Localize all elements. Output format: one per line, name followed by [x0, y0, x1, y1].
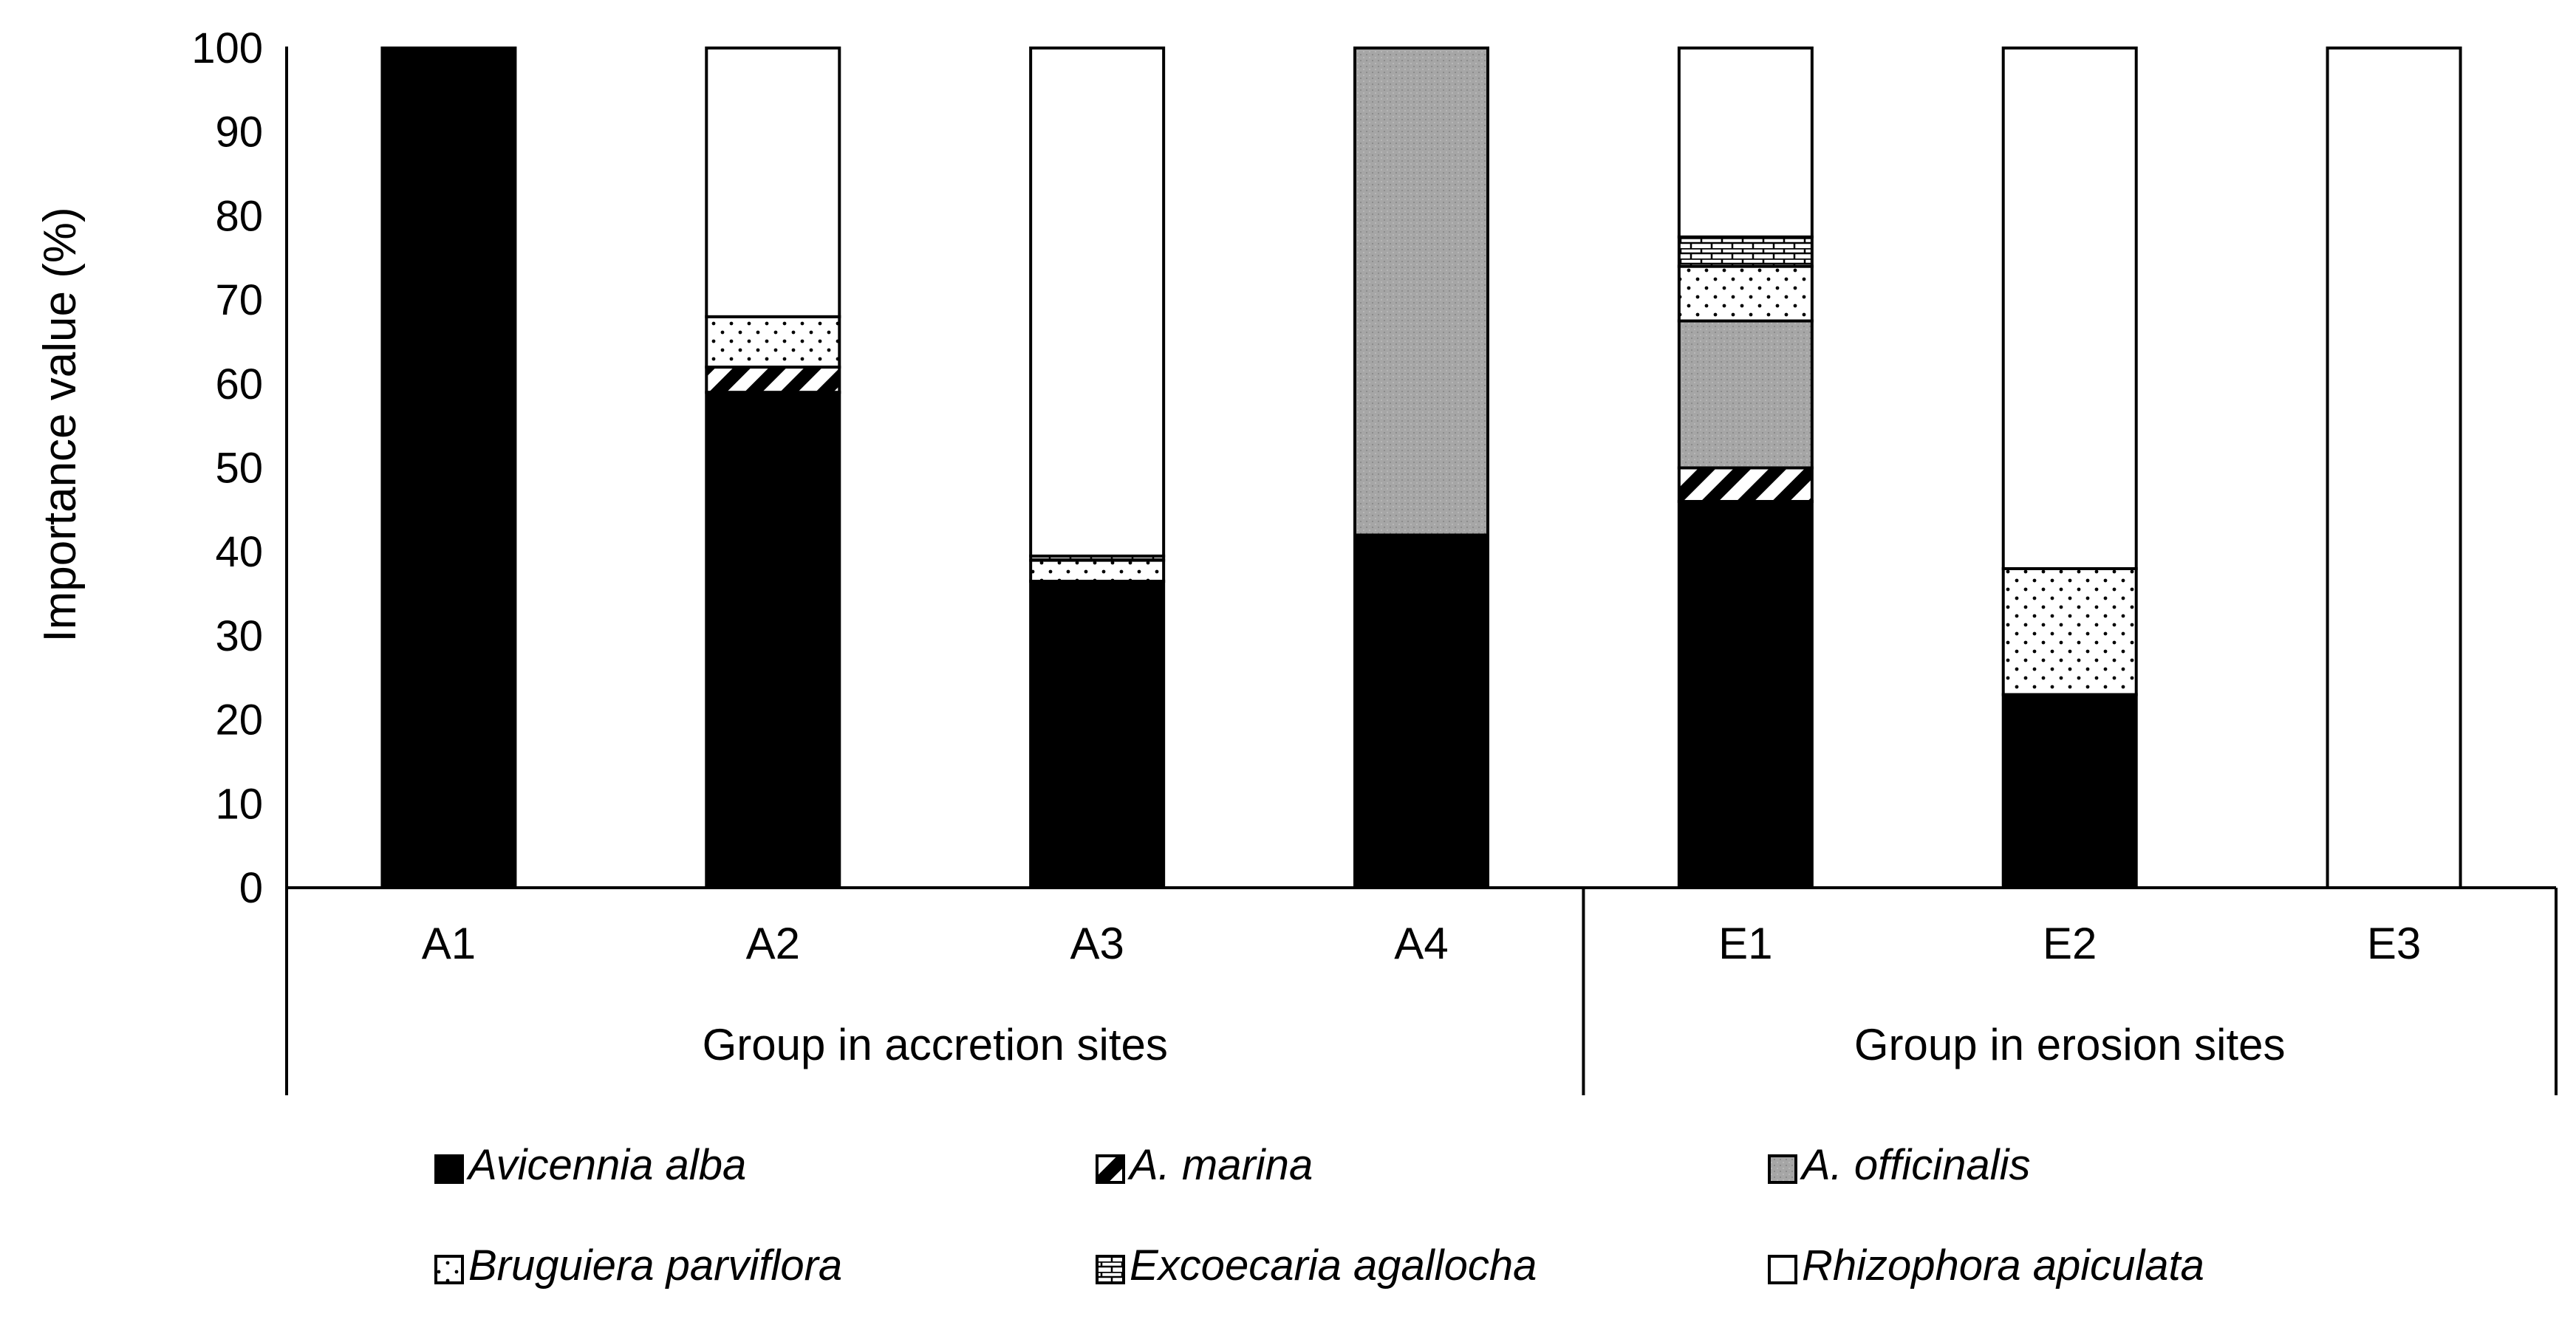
bar-e2-bruguiera-parviflora — [2001, 566, 2138, 696]
legend-swatch-a-marina — [1096, 1154, 1125, 1184]
bar-a2-bruguiera-parviflora — [705, 315, 841, 369]
legend-label-rhizophora-apiculata: Rhizophora apiculata — [1802, 1241, 2204, 1290]
bar-a2-a-marina — [705, 366, 841, 394]
legend-label-a-marina: A. marina — [1127, 1141, 1313, 1189]
y-tick-label: 90 — [215, 109, 263, 157]
y-tick-label: 0 — [239, 864, 263, 912]
bar-a2-avicennia-alba — [705, 391, 841, 889]
y-tick-label: 10 — [215, 780, 263, 828]
y-axis-ticks: 0 10 20 30 40 50 60 70 80 90 100 — [191, 24, 263, 912]
legend-label-bruguiera-parviflora: Bruguiera parviflora — [468, 1241, 842, 1290]
y-tick-label: 30 — [215, 612, 263, 660]
bar-e1-rhizophora-apiculata — [1677, 47, 1814, 239]
x-tick-label: E3 — [2367, 919, 2421, 968]
x-tick-label: A2 — [746, 919, 800, 968]
y-tick-label: 40 — [215, 528, 263, 576]
y-tick-label: 70 — [215, 276, 263, 324]
bar-a3-avicennia-alba — [1029, 579, 1166, 889]
x-tick-label: A1 — [422, 919, 476, 968]
y-tick-label: 100 — [191, 24, 263, 72]
legend-label-excoecaria-agallocha: Excoecaria agallocha — [1130, 1241, 1537, 1290]
bar-e1-bruguiera-parviflora — [1677, 264, 1814, 323]
bar-a4-a-officinalis — [1353, 47, 1489, 537]
bar-e2-avicennia-alba — [2001, 693, 2138, 889]
group-label: Group in erosion sites — [1854, 1020, 2286, 1069]
y-tick-label: 60 — [215, 360, 263, 408]
y-tick-label: 50 — [215, 445, 263, 493]
legend-swatch-rhizophora-apiculata — [1768, 1255, 1797, 1284]
axes — [285, 47, 2558, 1095]
bar-a3-bruguiera-parviflora — [1029, 558, 1166, 583]
bar-e2-rhizophora-apiculata — [2001, 47, 2138, 570]
y-tick-label: 20 — [215, 696, 263, 744]
legend-swatch-avicennia-alba — [434, 1154, 464, 1184]
bars — [380, 47, 2462, 890]
y-tick-label: 80 — [215, 192, 263, 240]
bar-e1-excoecaria-agallocha — [1677, 235, 1814, 268]
bar-a2-rhizophora-apiculata — [705, 47, 841, 318]
legend-label-a-officinalis: A. officinalis — [1800, 1141, 2030, 1189]
bar-e1-a-marina — [1677, 466, 1814, 503]
legend-swatch-bruguiera-parviflora — [434, 1255, 464, 1284]
x-tick-label: E2 — [2043, 919, 2097, 968]
group-label: Group in accretion sites — [703, 1020, 1168, 1069]
legend-label-avicennia-alba: Avicennia alba — [466, 1141, 746, 1189]
bar-e1-a-officinalis — [1677, 319, 1814, 470]
x-tick-label: A4 — [1394, 919, 1448, 968]
bar-a1-avicennia-alba — [380, 47, 517, 889]
legend-swatch-a-officinalis — [1768, 1154, 1797, 1184]
bar-a4-avicennia-alba — [1353, 533, 1489, 890]
bar-a3-rhizophora-apiculata — [1029, 47, 1166, 558]
y-axis-title: Importance value (%) — [35, 207, 86, 642]
x-tick-label: E1 — [1718, 919, 1772, 968]
bar-e3-rhizophora-apiculata — [2326, 47, 2462, 889]
x-tick-label: A3 — [1070, 919, 1124, 968]
legend-swatch-excoecaria-agallocha — [1096, 1255, 1125, 1284]
x-axis-labels: A1 A2 A3 A4 E1 E2 E3 Group in accretion sites Gr… — [422, 919, 2422, 1069]
legend: Avicennia alba A. marina A. officinalis Bru… — [434, 1141, 2204, 1290]
bar-e1-avicennia-alba — [1677, 499, 1814, 889]
